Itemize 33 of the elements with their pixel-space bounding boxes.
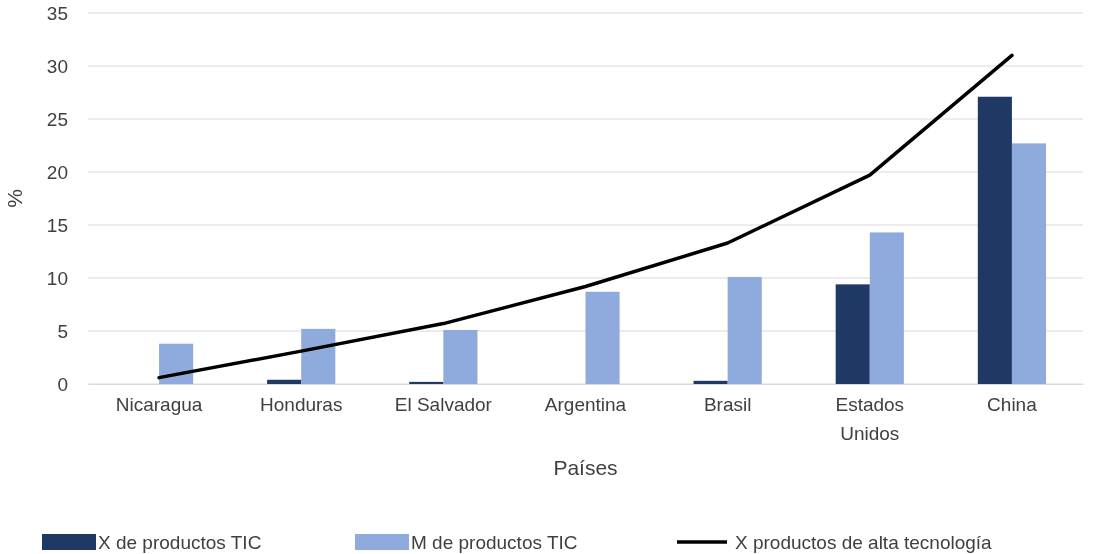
line-series <box>157 53 1014 380</box>
bar <box>727 276 762 384</box>
y-tick-label: 0 <box>57 373 68 395</box>
y-axis-title: % <box>3 189 26 208</box>
y-tick-label: 10 <box>46 267 68 289</box>
bar <box>409 381 444 384</box>
y-tick-label: 20 <box>46 161 68 183</box>
bar <box>159 343 194 384</box>
x-tick-label: El Salvador <box>394 394 493 416</box>
bar <box>585 291 620 384</box>
y-tick-label: 5 <box>57 320 68 342</box>
bar <box>267 379 302 384</box>
y-tick-label: 35 <box>46 2 68 24</box>
y-tick-label: 30 <box>46 55 68 77</box>
legend-label: M de productos TIC <box>411 532 578 553</box>
x-axis-title: Países <box>553 456 618 479</box>
y-tick-label: 25 <box>46 108 68 130</box>
bar <box>1011 143 1047 384</box>
y-tick-label: 15 <box>46 214 68 236</box>
bar <box>869 232 904 384</box>
bar <box>977 96 1012 384</box>
legend-label: X de productos TIC <box>98 532 262 553</box>
x-tick-label: Brasil <box>703 394 752 416</box>
bar <box>443 329 478 384</box>
x-tick-label: Argentina <box>544 394 627 416</box>
legend-label: X productos de alta tecnología <box>735 532 993 553</box>
bar <box>693 380 728 384</box>
x-tick-label: Estados Unidos <box>835 394 905 444</box>
bar <box>835 284 870 384</box>
x-tick-label: China <box>987 394 1038 416</box>
x-tick-label: Nicaragua <box>115 394 203 416</box>
x-tick-label: Honduras <box>260 394 343 416</box>
bar <box>301 328 336 384</box>
